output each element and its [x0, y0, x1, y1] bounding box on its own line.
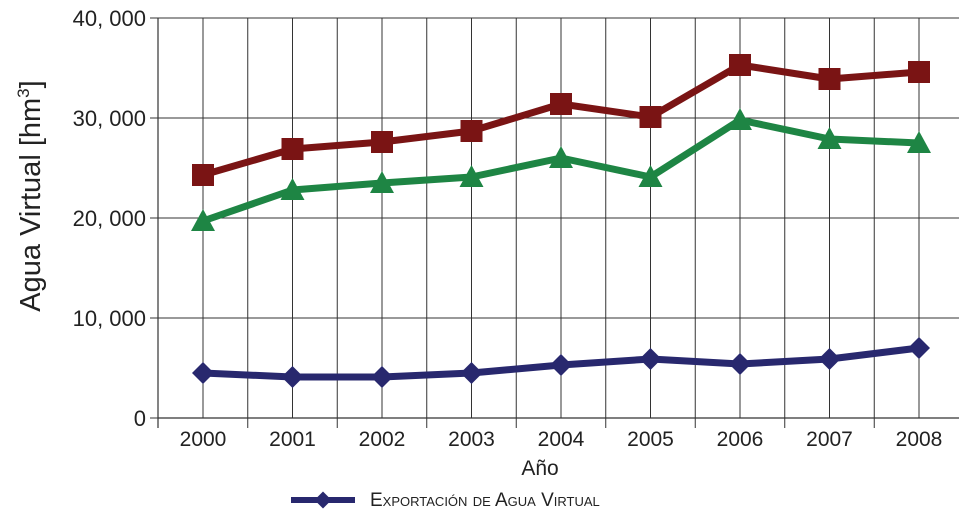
data-point-diamond [460, 362, 483, 384]
data-point-square [192, 164, 214, 186]
data-point-square [460, 120, 483, 142]
y-tick-label: 40, 000 [73, 6, 146, 31]
data-point-triangle [907, 131, 931, 153]
data-point-diamond [908, 337, 930, 359]
data-point-triangle [191, 209, 215, 231]
data-point-triangle [549, 146, 573, 168]
series-square [192, 54, 930, 186]
x-tick-label: 2000 [180, 428, 227, 451]
data-point-diamond [818, 348, 841, 370]
x-axis-label: Año [521, 457, 558, 480]
y-tick-label: 10, 000 [73, 306, 146, 331]
legend-label: Exportación de Agua Virtual [370, 490, 600, 509]
data-point-triangle [728, 108, 752, 130]
data-point-diamond [192, 362, 214, 384]
data-point-diamond [639, 348, 662, 370]
series-diamond [192, 337, 930, 388]
data-point-triangle [638, 165, 663, 187]
y-axis-label: Agua Virtual [hm3] [14, 80, 47, 311]
y-axis-label-superscript: 3 [14, 88, 33, 97]
x-tick-label: 2006 [717, 428, 764, 451]
data-point-triangle [280, 178, 305, 200]
series [191, 54, 931, 388]
data-point-diamond [550, 354, 572, 376]
y-tick-label: 0 [134, 406, 146, 431]
data-point-diamond [729, 353, 751, 375]
data-point-diamond [371, 366, 393, 388]
data-point-square [550, 93, 572, 115]
data-point-square [281, 138, 304, 160]
data-point-triangle [817, 127, 842, 149]
axes [150, 17, 959, 428]
data-point-square [818, 68, 841, 90]
x-tick-label: 2004 [538, 428, 585, 451]
data-point-triangle [459, 165, 484, 187]
x-tick-label: 2005 [627, 428, 674, 451]
data-point-square [729, 54, 751, 76]
tick-labels: 0 10, 000 20, 000 30, 000 40, 000 2000 2001 200… [73, 6, 943, 451]
x-tick-label: 2007 [806, 428, 853, 451]
x-tick-label: 2003 [448, 428, 495, 451]
series-triangle [191, 108, 931, 231]
data-point-square [908, 61, 930, 83]
y-tick-label: 30, 000 [73, 106, 146, 131]
x-tick-label: 2008 [896, 428, 943, 451]
data-point-triangle [370, 171, 394, 193]
data-point-diamond [281, 366, 304, 388]
legend-diamond-marker [314, 491, 332, 509]
x-tick-label: 2001 [269, 428, 316, 451]
data-point-square [371, 131, 393, 153]
legend: Exportación de Agua Virtual [291, 490, 600, 509]
y-tick-label: 20, 000 [73, 206, 146, 231]
data-point-square [639, 106, 662, 128]
x-tick-label: 2002 [359, 428, 406, 451]
